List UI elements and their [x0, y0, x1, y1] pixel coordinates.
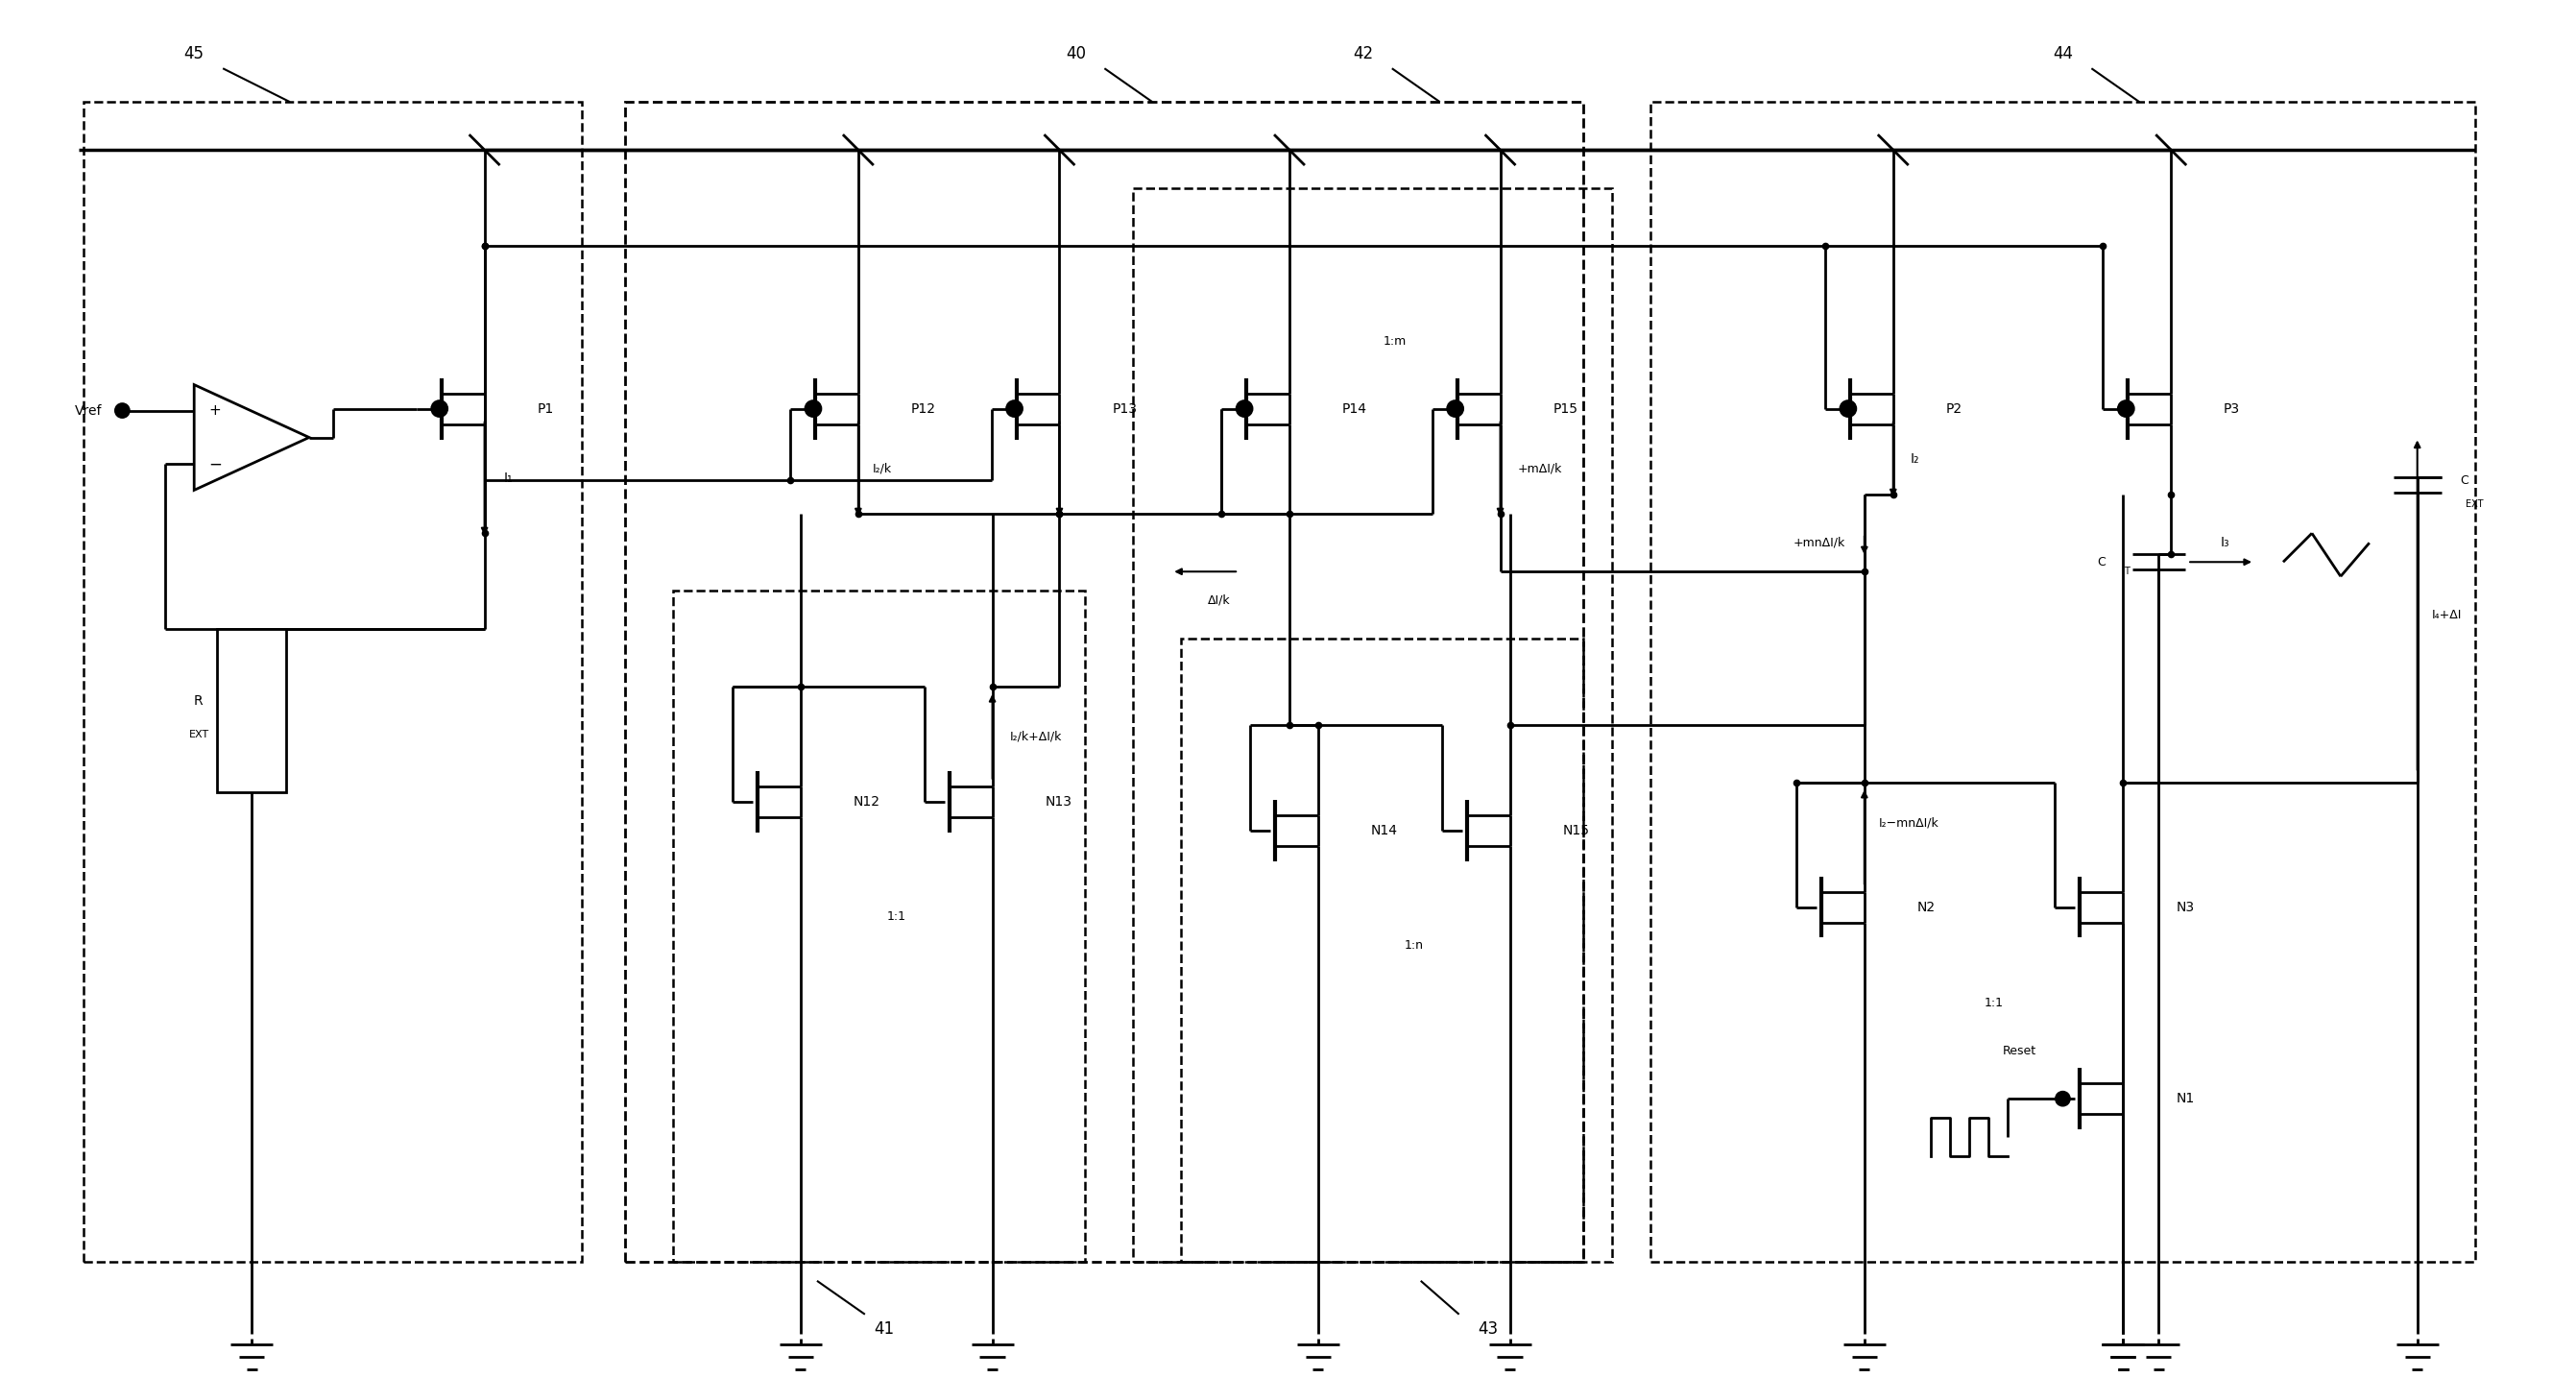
Polygon shape — [193, 384, 309, 491]
Text: R: R — [193, 695, 204, 708]
Text: 42: 42 — [1352, 45, 1373, 62]
Text: Vref: Vref — [75, 404, 103, 418]
Text: P3: P3 — [2223, 402, 2241, 415]
Text: +mnΔI/k: +mnΔI/k — [1793, 536, 1844, 548]
Bar — [626, 102, 1584, 1262]
Text: ΔI/k: ΔI/k — [1208, 594, 1231, 606]
Text: N13: N13 — [1046, 795, 1072, 809]
Text: 1:m: 1:m — [1383, 335, 1406, 347]
Text: N14: N14 — [1370, 824, 1399, 836]
Text: 1:n: 1:n — [1404, 940, 1425, 952]
Text: P12: P12 — [912, 402, 935, 415]
Circle shape — [116, 404, 129, 418]
Circle shape — [433, 401, 448, 416]
Circle shape — [2117, 401, 2133, 416]
Text: −: − — [209, 456, 222, 473]
Text: Reset: Reset — [2002, 1045, 2035, 1057]
Text: 44: 44 — [2053, 45, 2074, 62]
Text: I₃: I₃ — [2221, 536, 2231, 550]
Text: 41: 41 — [873, 1320, 894, 1338]
Text: I₂/k+ΔI/k: I₂/k+ΔI/k — [1010, 730, 1061, 743]
Text: 45: 45 — [183, 45, 204, 62]
Text: N12: N12 — [853, 795, 881, 809]
Circle shape — [806, 401, 822, 416]
Text: 1:1: 1:1 — [1984, 996, 2004, 1009]
Text: P15: P15 — [1553, 402, 1579, 415]
Text: 43: 43 — [1479, 1320, 1497, 1338]
Text: +mΔI/k: +mΔI/k — [1517, 463, 1561, 475]
Bar — [672, 591, 1084, 1262]
Text: C: C — [2097, 555, 2105, 568]
Text: +: + — [209, 404, 222, 418]
Text: 40: 40 — [1066, 45, 1087, 62]
Bar — [85, 102, 582, 1262]
Text: N15: N15 — [1564, 824, 1589, 836]
Circle shape — [1007, 401, 1023, 416]
Circle shape — [2056, 1091, 2069, 1105]
Text: C: C — [2460, 474, 2468, 486]
Text: EXT: EXT — [2465, 500, 2483, 510]
Text: P2: P2 — [1945, 402, 1963, 415]
Text: I₂/k: I₂/k — [873, 463, 891, 475]
Text: P14: P14 — [1342, 402, 1368, 415]
Text: I₄+ΔI: I₄+ΔI — [2432, 609, 2463, 621]
Circle shape — [1448, 401, 1463, 416]
Text: N1: N1 — [2177, 1091, 2195, 1105]
Text: I₂: I₂ — [1911, 453, 1919, 466]
Text: N2: N2 — [1917, 900, 1935, 914]
Bar — [216, 630, 286, 792]
Text: I₁: I₁ — [505, 471, 513, 485]
Circle shape — [1236, 401, 1252, 416]
Bar — [1651, 102, 2476, 1262]
Text: T: T — [2125, 566, 2130, 576]
Text: EXT: EXT — [188, 730, 209, 740]
Circle shape — [1839, 401, 1855, 416]
Bar — [1182, 638, 1584, 1262]
Text: P13: P13 — [1113, 402, 1136, 415]
Text: P1: P1 — [538, 402, 554, 415]
Text: I₂−mnΔI/k: I₂−mnΔI/k — [1878, 816, 1940, 830]
Text: N3: N3 — [2177, 900, 2195, 914]
Bar — [1133, 189, 1613, 1262]
Text: 1:1: 1:1 — [886, 911, 907, 923]
